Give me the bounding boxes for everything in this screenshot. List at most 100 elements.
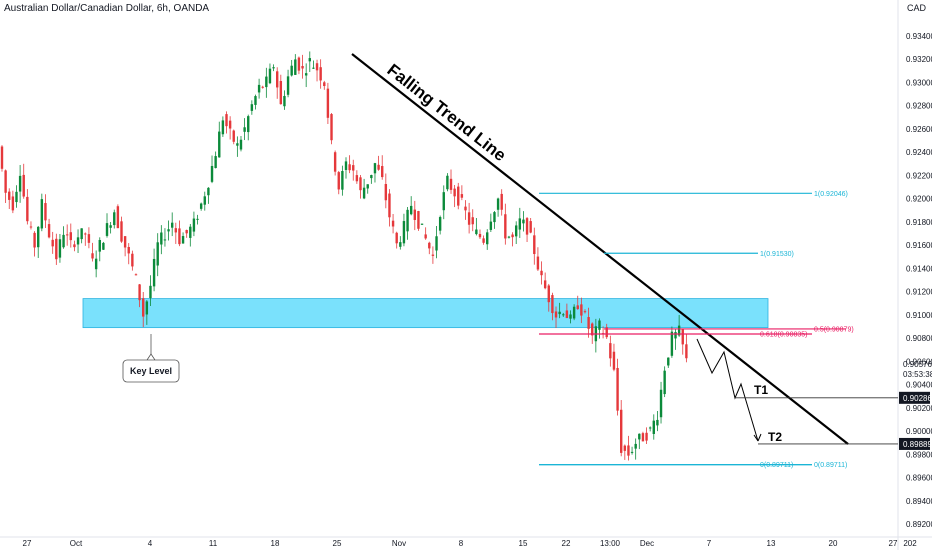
candle-body [572, 306, 576, 319]
candle-body [11, 196, 15, 211]
candle-body [540, 270, 543, 276]
x-tick-label: 202 [903, 539, 917, 548]
candle-body [493, 212, 496, 223]
candle-body [486, 232, 489, 245]
candle-body [4, 170, 7, 193]
candle-body [500, 193, 503, 210]
candle-body [210, 165, 214, 182]
axis-price-tag [899, 391, 930, 404]
candle-body [399, 242, 402, 247]
x-tick-label: 15 [519, 539, 528, 548]
candle-body [424, 234, 427, 239]
candle-body [384, 184, 388, 201]
candle-body [442, 192, 445, 211]
candle-body [250, 104, 254, 111]
currency-label: CAD [906, 3, 926, 13]
candle-body [496, 198, 500, 210]
fib-level-label: 0.618(0.90835) [760, 332, 807, 339]
candle-body [276, 71, 279, 88]
candle-body [330, 114, 333, 141]
candle-body [543, 280, 547, 289]
candle-body [616, 367, 619, 411]
candle-body [656, 419, 659, 426]
key-level-callout-box [122, 353, 180, 383]
axis-price-tag-text: 0.89889 [903, 440, 932, 449]
candle-body [69, 232, 72, 241]
candle-body [214, 156, 217, 169]
candle-body [522, 219, 525, 224]
candle-body [76, 237, 80, 245]
candle-body [667, 357, 670, 366]
candle-body [261, 86, 264, 88]
candle-body [467, 212, 471, 225]
candle-body [457, 186, 460, 206]
candle-body [460, 194, 464, 198]
candle-body [652, 420, 655, 434]
candle-body [228, 120, 232, 129]
candle-body [22, 174, 25, 197]
candle-body [167, 229, 170, 232]
candle-body [359, 177, 362, 191]
candle-body [80, 228, 83, 240]
candle-body [337, 172, 340, 190]
candle-body [344, 161, 348, 170]
candle-body [645, 432, 648, 441]
fib-level-label: 1(0.91530) [760, 251, 794, 258]
candle-body [482, 238, 485, 243]
candle-body [247, 116, 250, 133]
candle-body [580, 304, 583, 316]
candle-body [243, 127, 246, 132]
candle-body [189, 226, 192, 238]
candle-body [192, 218, 196, 232]
candle-body [51, 239, 54, 247]
candle-body [91, 253, 94, 259]
candle-body [634, 443, 637, 449]
axis-price-tag-text: 0.90286 [903, 394, 932, 403]
candle-body [174, 228, 178, 233]
candle-body [413, 209, 416, 220]
x-tick-label: 11 [209, 539, 218, 548]
candle-body [116, 206, 120, 229]
target-label: T2 [768, 430, 782, 444]
candle-body [569, 314, 572, 319]
candle-body [142, 298, 145, 317]
candle-body [612, 351, 616, 370]
candle-body [149, 285, 152, 299]
x-tick-label: 13:00 [600, 539, 621, 548]
candle-body [583, 311, 587, 313]
x-tick-label: Dec [640, 539, 654, 548]
candle-body [297, 57, 301, 71]
candle-body [685, 344, 688, 359]
candle-body [73, 244, 76, 248]
candle-body [94, 258, 98, 270]
candle-body [533, 235, 536, 255]
candle-body [435, 236, 438, 251]
candle-body [562, 314, 565, 316]
candle-body [558, 311, 561, 315]
candle-body [341, 171, 344, 190]
key-level-zone [82, 298, 769, 329]
candle-body [551, 295, 554, 314]
candle-body [156, 242, 159, 266]
candle-body [381, 166, 384, 178]
candle-body [232, 130, 235, 142]
candle-body [199, 203, 203, 209]
projection-arrowhead [753, 433, 762, 442]
candle-body [395, 232, 398, 244]
axis-price-tag [899, 437, 930, 450]
candle-body [471, 217, 474, 225]
candle-body [26, 196, 29, 222]
candle-body [373, 163, 377, 174]
x-tick-label: 22 [562, 539, 571, 548]
candle-body [134, 274, 138, 276]
candle-body [131, 253, 134, 267]
